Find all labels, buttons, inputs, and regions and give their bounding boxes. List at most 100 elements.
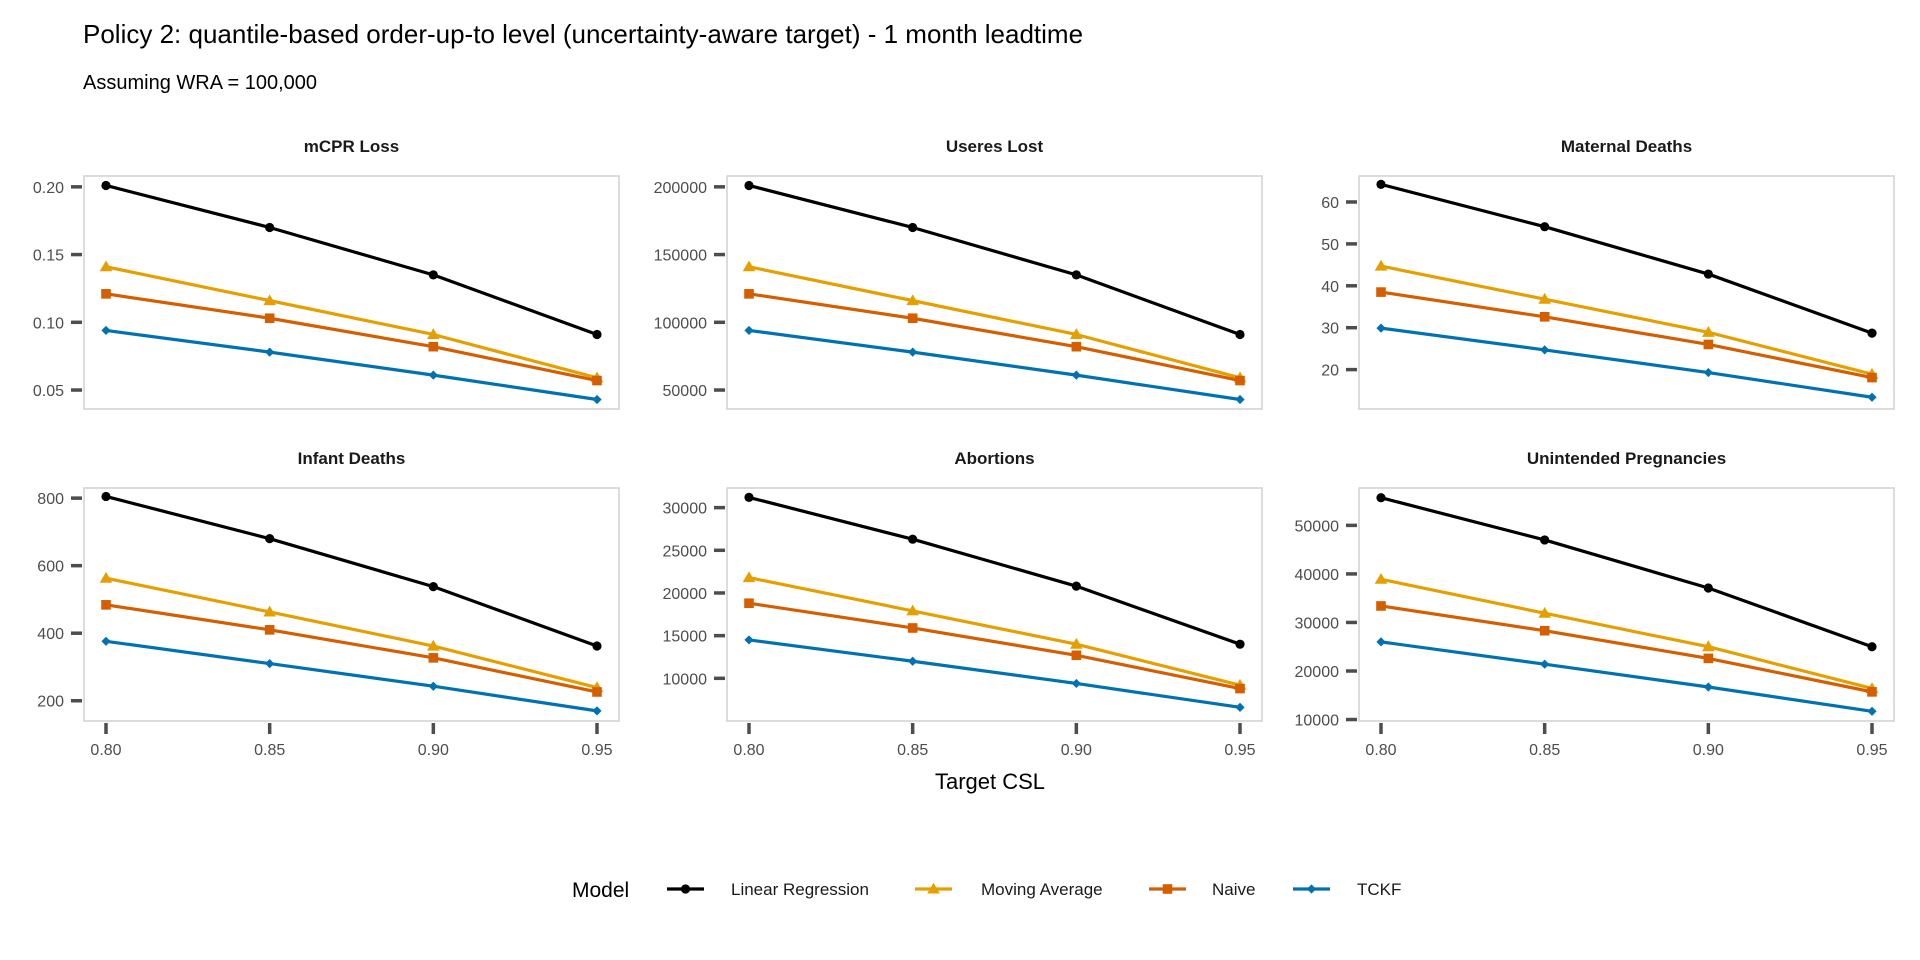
data-point: [1376, 637, 1386, 647]
panel-border: [726, 175, 1263, 410]
data-point: [1374, 572, 1388, 584]
panel-border: [83, 487, 620, 722]
data-point: [101, 491, 111, 502]
data-point: [101, 636, 111, 646]
data-point: [1235, 394, 1245, 405]
data-point: [1071, 581, 1081, 591]
data-point: [907, 313, 918, 324]
data-point: [427, 639, 440, 651]
data-point: [265, 534, 275, 544]
data-point: [99, 571, 113, 583]
y-tick-label: 20: [1321, 363, 1339, 380]
series-line: [105, 183, 598, 336]
legend-item-tckf: TCKF: [1293, 880, 1401, 899]
y-tick-label: 200: [37, 694, 64, 711]
data-point: [1070, 328, 1083, 340]
facet-title: mCPR Loss: [304, 137, 399, 156]
data-point: [1867, 687, 1877, 697]
chart-subtitle: Assuming WRA = 100,000: [83, 72, 317, 94]
x-tick-label: 0.90: [418, 742, 449, 759]
legend-title: Model: [572, 879, 629, 902]
facet-title: Unintended Pregnancies: [1527, 449, 1726, 468]
series-linear-regression: [744, 492, 1245, 649]
series-line: [105, 292, 598, 383]
legend-label: Naive: [1212, 880, 1255, 899]
legend-label: Linear Regression: [731, 880, 869, 899]
series-line: [105, 576, 598, 690]
legend-item-moving-average: Moving Average: [915, 880, 1103, 899]
data-point: [1703, 269, 1713, 279]
series-linear-regression: [1376, 179, 1877, 338]
y-tick-label: 0.10: [33, 315, 64, 332]
y-tick-label: 0.05: [33, 383, 64, 400]
series-tckf: [1376, 637, 1877, 716]
y-tick-label: 40000: [1295, 567, 1340, 584]
data-point: [101, 600, 111, 610]
x-tick-label: 0.80: [90, 742, 121, 759]
y-tick-label: 40: [1321, 279, 1339, 296]
panel-border: [726, 487, 1263, 722]
data-point: [1540, 535, 1550, 545]
data-point: [592, 641, 602, 651]
data-point: [1235, 639, 1245, 649]
data-point: [1867, 392, 1877, 402]
y-tick-label: 10000: [1295, 713, 1340, 730]
data-point: [101, 180, 111, 191]
data-point: [592, 706, 602, 716]
series-tckf: [744, 635, 1245, 712]
data-point: [908, 222, 918, 233]
y-tick-label: 30: [1321, 321, 1339, 338]
data-point: [1703, 367, 1713, 378]
facet-title: Infant Deaths: [298, 449, 406, 468]
data-point: [1071, 650, 1082, 661]
y-tick-label: 10000: [663, 671, 708, 688]
data-point: [1538, 606, 1551, 618]
series-line: [105, 265, 598, 380]
facet-abortions: Abortions 10000 15000 20000 25000 30000 0.80 0.…: [663, 449, 1263, 759]
y-tick-label: 50000: [663, 383, 708, 400]
x-tick-label: 0.90: [1693, 742, 1724, 759]
y-tick-label: 200000: [654, 180, 707, 197]
data-point: [427, 328, 440, 340]
data-point: [1867, 642, 1877, 652]
facet-title: Abortions: [954, 449, 1034, 468]
x-tick-label: 0.95: [581, 742, 612, 759]
data-point: [592, 375, 602, 386]
data-point: [1235, 702, 1245, 712]
data-point: [428, 370, 438, 380]
series-line: [1380, 264, 1873, 376]
chart-title: Policy 2: quantile-based order-up-to lev…: [83, 19, 1083, 49]
y-tick-label: 30000: [1295, 615, 1340, 632]
data-point: [1703, 583, 1713, 593]
series-tckf: [101, 325, 602, 405]
series-line: [748, 183, 1241, 336]
data-point: [428, 681, 438, 691]
data-point: [1867, 706, 1877, 716]
data-point: [101, 325, 111, 336]
series-line: [1380, 290, 1873, 380]
x-tick-label: 0.80: [733, 742, 764, 759]
series-tckf: [1376, 323, 1877, 402]
data-point: [906, 604, 919, 616]
series-naive: [101, 600, 602, 697]
data-point: [592, 394, 602, 405]
x-tick-label: 0.90: [1061, 742, 1092, 759]
legend-key-marker: [1306, 884, 1317, 894]
x-tick-label: 0.95: [1856, 742, 1887, 759]
data-point: [1867, 372, 1877, 383]
y-tick-label: 30000: [663, 501, 708, 518]
y-tick-label: 20000: [1295, 664, 1340, 681]
data-point: [1540, 222, 1550, 232]
data-point: [428, 270, 438, 280]
series-tckf: [101, 636, 602, 716]
data-point: [908, 656, 918, 666]
series-line: [105, 639, 598, 713]
data-point: [428, 582, 438, 592]
data-point: [742, 571, 756, 583]
data-point: [265, 347, 275, 357]
data-point: [264, 313, 275, 324]
series-line: [748, 292, 1241, 383]
y-tick-label: 50000: [1295, 518, 1340, 535]
data-point: [1376, 179, 1386, 189]
legend-label: TCKF: [1357, 880, 1401, 899]
